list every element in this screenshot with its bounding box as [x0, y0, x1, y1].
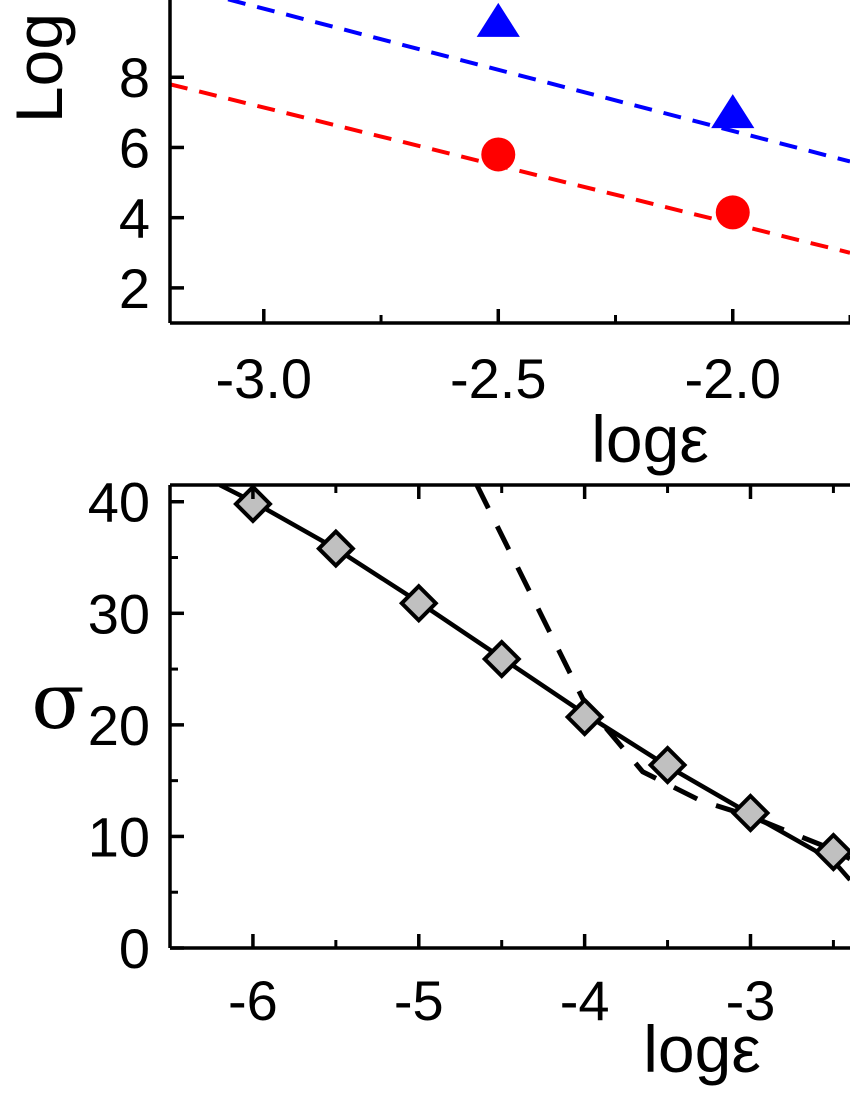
- data-point-triangle: [476, 2, 520, 37]
- y-tick-label: 10: [88, 805, 150, 868]
- data-point-circle: [481, 137, 516, 172]
- y-axis-title: Log: [2, 13, 76, 123]
- x-tick-label: -3.0: [216, 347, 313, 410]
- y-tick-label: 2: [119, 257, 150, 320]
- data-point-diamond: [316, 528, 356, 569]
- x-tick-label: -6: [228, 969, 278, 1032]
- x-axis-title: logε: [591, 402, 709, 476]
- dashed-curve: [474, 485, 850, 861]
- top-chart-panel: -3.0-2.5-2.0-12468logεLog: [2, 0, 850, 476]
- y-tick-label: 4: [119, 187, 150, 250]
- y-tick-label: 6: [119, 116, 150, 179]
- x-tick-label: -5: [394, 969, 444, 1032]
- data-point-diamond: [233, 485, 273, 524]
- plot-area: [218, 485, 850, 882]
- data-point-triangle: [711, 94, 755, 129]
- solid-fit-curve: [218, 485, 850, 882]
- x-tick-label: -4: [560, 969, 610, 1032]
- fit-line-1: [170, 82, 850, 255]
- data-point-diamond: [564, 697, 605, 737]
- data-point-diamond: [730, 793, 771, 833]
- data-point-circle: [715, 195, 750, 230]
- fit-line-0: [222, 0, 850, 164]
- data-point-diamond: [813, 832, 850, 872]
- x-tick-label: -3: [726, 969, 776, 1032]
- y-tick-label: 8: [119, 46, 150, 109]
- y-tick-label: 40: [88, 471, 150, 534]
- x-tick-label: -2.5: [450, 347, 547, 410]
- y-tick-label: 20: [88, 694, 150, 757]
- y-tick-label: 0: [119, 917, 150, 980]
- data-point-diamond: [481, 639, 522, 679]
- y-tick-label: 30: [88, 582, 150, 645]
- y-axis-title: σ: [31, 657, 84, 747]
- data-point-diamond: [398, 583, 439, 624]
- data-point-diamond: [647, 745, 688, 785]
- x-tick-label: -2.0: [685, 347, 782, 410]
- x-axis-title: logε: [643, 1012, 761, 1086]
- bottom-chart-panel: -6 -5 -4 -3 0 10 20 30 40 logε σ: [31, 471, 850, 1086]
- plot-area: [170, 0, 850, 255]
